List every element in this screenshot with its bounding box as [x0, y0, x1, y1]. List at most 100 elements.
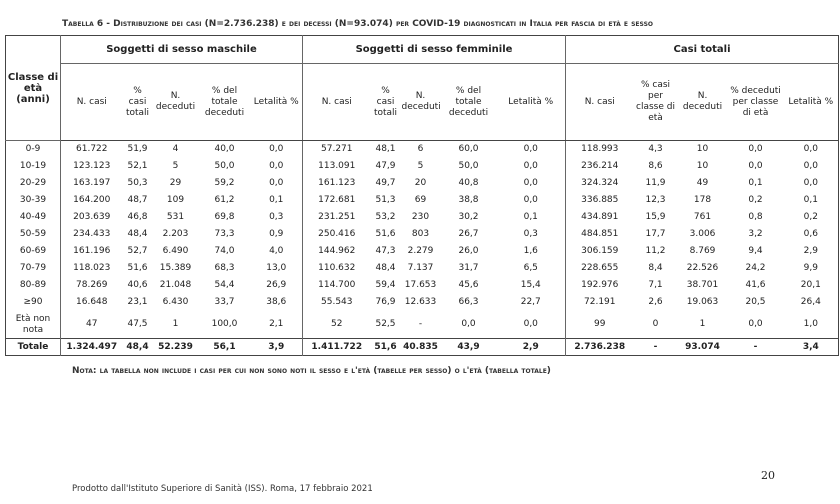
table-cell: 324.324 [565, 175, 634, 192]
table-cell: 203.639 [60, 209, 123, 226]
table-cell: 61,2 [214, 195, 235, 205]
table-cell: 60,0 [458, 144, 479, 154]
row-label: 20-29 [19, 178, 47, 188]
column-header: N. casi [302, 63, 371, 141]
table-cell: 172.681 [302, 192, 371, 209]
table-cell: 3,2 [748, 229, 763, 239]
row-label: Età non nota [15, 313, 51, 335]
table-cell: 21.048 [159, 280, 192, 290]
row-label: 50-59 [19, 229, 47, 239]
table-cell: 12,3 [645, 195, 666, 205]
table-cell: 17,7 [645, 229, 666, 239]
column-header: N. casi [565, 63, 634, 141]
table-cell: 40,0 [214, 144, 235, 154]
table-cell: 0,0 [269, 178, 284, 188]
table-cell: 0,0 [269, 161, 284, 171]
table-row: Totale 1.324.497 48,4 52.239 56,1 3,9 1.411.72… [5, 338, 839, 356]
table-cell: 13,0 [266, 263, 287, 273]
table-cell: 19.063 [686, 297, 719, 307]
table-cell: 26,9 [266, 280, 287, 290]
table-cell: 192.976 [565, 277, 634, 294]
table-cell: 434.891 [565, 209, 634, 226]
table-cell: 93.074 [677, 338, 728, 356]
table-cell: 61.722 [60, 140, 123, 158]
page-number: 20 [761, 469, 775, 482]
table-cell: 11,9 [645, 178, 666, 188]
table-cell: 41,6 [745, 280, 766, 290]
table-cell: 9,4 [748, 246, 763, 256]
row-label: Totale [5, 338, 61, 356]
table-cell: 2,1 [269, 319, 284, 329]
table-cell: 33,7 [214, 297, 235, 307]
table-cell: 236.214 [565, 158, 634, 175]
column-header: % del totale deceduti [198, 63, 251, 141]
table-cell: 803 [411, 229, 430, 239]
table-cell: 40,8 [458, 178, 479, 188]
data-table: Classe di età (anni) Soggetti di sesso ma… [5, 35, 840, 356]
column-header: N. deceduti [152, 63, 199, 141]
table-cell: 161.123 [302, 175, 371, 192]
table-cell: 0,0 [269, 144, 284, 154]
table-row: 10-19 123.123 52,1 5 50,0 0,0 113.091 47,9 5 50,0… [6, 158, 839, 175]
table-cell: 53,2 [375, 212, 396, 222]
table-cell: 20,1 [800, 280, 821, 290]
table-cell: 59,2 [214, 178, 235, 188]
table-cell: 57.271 [302, 140, 371, 158]
table-cell: 306.159 [565, 243, 634, 260]
table-cell: 0,0 [523, 161, 538, 171]
table-cell: 3,4 [783, 338, 839, 356]
table-cell: 164.200 [60, 192, 123, 209]
table-cell: 6 [417, 144, 424, 154]
table-cell: 0,2 [803, 212, 818, 222]
table-cell: 22.526 [686, 263, 719, 273]
table-row: Età non nota 47 47,5 1 100,0 2,1 52 52,5-0,0 0,0… [6, 311, 839, 339]
table-row: 40-49 203.639 46,8 531 69,8 0,3 231.251 53,2 230… [6, 209, 839, 226]
row-label: 80-89 [19, 280, 47, 290]
table-cell: 52,1 [127, 161, 148, 171]
table-cell: 5 [172, 161, 179, 171]
table-cell: 49,7 [375, 178, 396, 188]
table-cell: 51,6 [127, 263, 148, 273]
table-cell: 50,0 [458, 161, 479, 171]
table-cell: 26,4 [800, 297, 821, 307]
table-cell: 30,2 [458, 212, 479, 222]
table-cell: 74,0 [214, 246, 235, 256]
table-cell: 15,4 [520, 280, 541, 290]
table-cell: 72.191 [565, 294, 634, 311]
table-cell: 0,0 [523, 178, 538, 188]
table-cell: 0,1 [269, 195, 284, 205]
table-cell: 0,0 [523, 195, 538, 205]
table-cell: - [418, 319, 423, 329]
table-cell: 10 [696, 161, 709, 171]
table-cell: 2.203 [162, 229, 189, 239]
table-cell: 0,6 [803, 229, 818, 239]
column-header: N. deceduti [677, 63, 728, 141]
table-cell: 50,0 [214, 161, 235, 171]
table-cell: 1.411.722 [302, 338, 371, 356]
table-cell: 336.885 [565, 192, 634, 209]
column-header: Letalità % [496, 63, 566, 141]
table-cell: 163.197 [60, 175, 123, 192]
table-cell: 52,7 [127, 246, 148, 256]
table-cell: 3,9 [250, 338, 303, 356]
table-cell: 110.632 [302, 260, 371, 277]
table-row: 70-79 118.023 51,6 15.389 68,3 13,0 110.632 48,… [6, 260, 839, 277]
table-cell: 0,1 [748, 178, 763, 188]
table-cell: 6,5 [523, 263, 538, 273]
group-header: Casi totali [565, 35, 839, 64]
table-cell: 8,4 [648, 263, 663, 273]
table-cell: 4 [172, 144, 179, 154]
table-cell: 59,4 [375, 280, 396, 290]
table-row: ≥90 16.648 23,1 6.430 33,7 38,6 55.543 76,9 12.6… [6, 294, 839, 311]
table-cell: 17.653 [404, 280, 437, 290]
table-cell: 69,8 [214, 212, 235, 222]
table-cell: 48,1 [375, 144, 396, 154]
table-cell: 56,1 [198, 338, 251, 356]
row-label: 60-69 [19, 246, 47, 256]
table-cell: 118.023 [60, 260, 123, 277]
table-cell: 113.091 [302, 158, 371, 175]
table-cell: 2.736.238 [565, 338, 634, 356]
footer-credit: Prodotto dall'Istituto Superiore di Sani… [72, 484, 373, 494]
table-cell: 38,8 [458, 195, 479, 205]
row-label: 30-39 [19, 195, 47, 205]
